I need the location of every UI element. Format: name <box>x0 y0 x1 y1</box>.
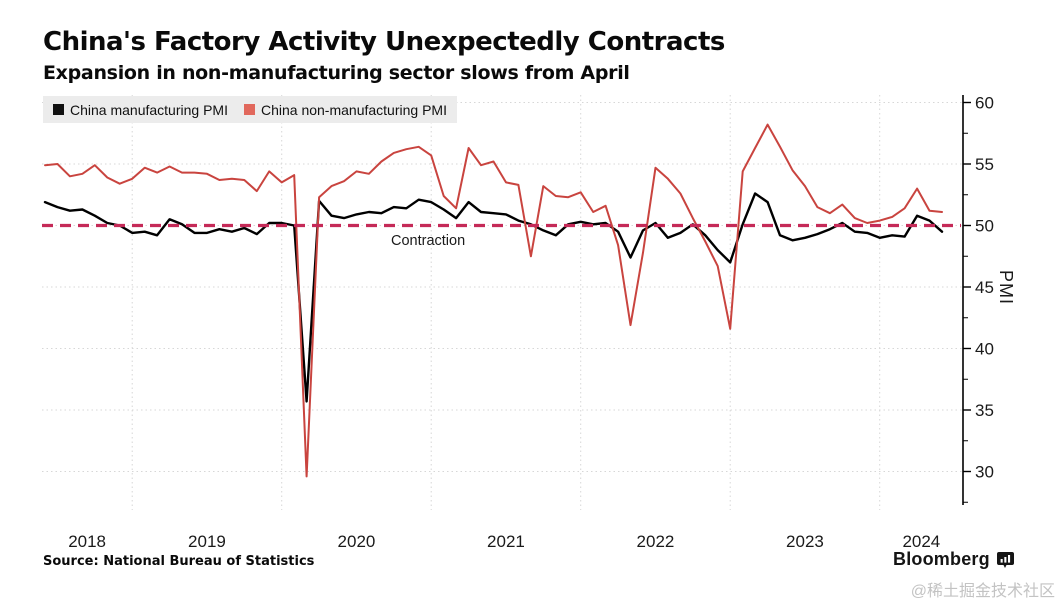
y-axis-tick-label: 60 <box>975 94 994 113</box>
y-axis-tick-label: 45 <box>975 278 994 297</box>
legend-item-non-manufacturing[interactable]: China non-manufacturing PMI <box>243 101 447 118</box>
series-line-manufacturing <box>43 192 944 403</box>
legend: China manufacturing PMI China non-manufa… <box>43 96 457 123</box>
bloomberg-logo-icon <box>996 551 1014 568</box>
x-axis-year-label: 2019 <box>188 532 226 551</box>
watermark: @稀土掘金技术社区 <box>910 583 1055 600</box>
x-axis-year-label: 2023 <box>786 532 824 551</box>
series-line-non-manufacturing <box>44 123 943 478</box>
x-axis-year-label: 2022 <box>637 532 675 551</box>
contraction-annotation: Contraction <box>391 233 466 249</box>
x-axis-year-label: 2020 <box>338 532 376 551</box>
y-axis-tick-label: 55 <box>975 155 994 174</box>
y-axis-title: PMI <box>996 270 1016 306</box>
legend-label-non-manufacturing: China non-manufacturing PMI <box>260 101 447 118</box>
legend-label-manufacturing: China manufacturing PMI <box>70 101 228 118</box>
source-note: Source: National Bureau of Statistics <box>43 554 315 569</box>
legend-item-manufacturing[interactable]: China manufacturing PMI <box>53 102 228 118</box>
y-axis-tick-label: 35 <box>975 401 994 420</box>
legend-swatch-manufacturing-icon <box>53 104 64 115</box>
bloomberg-wordmark: Bloomberg <box>893 549 990 569</box>
chart-subtitle: Expansion in non-manufacturing sector sl… <box>43 62 630 84</box>
y-axis-tick-label: 30 <box>975 463 994 482</box>
x-axis-year-label: 2024 <box>902 532 940 551</box>
chart-title: China's Factory Activity Unexpectedly Co… <box>43 27 725 57</box>
x-axis-year-label: 2018 <box>68 532 106 551</box>
y-axis-tick-label: 50 <box>975 217 994 236</box>
legend-swatch-non-manufacturing-icon <box>243 104 255 115</box>
y-axis-tick-label: 40 <box>975 340 994 359</box>
bloomberg-brand: Bloomberg <box>893 549 1014 570</box>
x-axis-year-label: 2021 <box>487 532 525 551</box>
